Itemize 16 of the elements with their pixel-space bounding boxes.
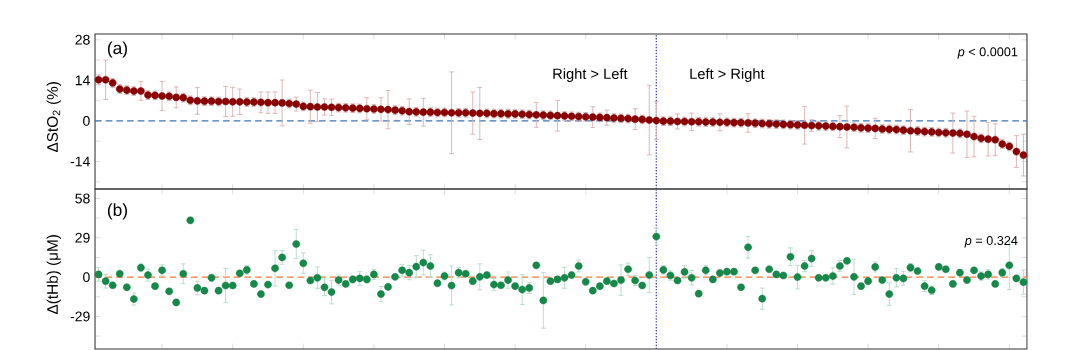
y-tick-label: 28 (75, 34, 90, 45)
annotation: p = 0.324 (964, 236, 1018, 248)
annotation: p < 0.0001 (957, 47, 1018, 59)
annotation: Right > Left (553, 68, 628, 82)
y-tick-label: 29 (75, 232, 90, 243)
annotation: (a) (107, 41, 127, 58)
y-axis-title: Δ(tHb) (μM) (46, 235, 61, 315)
y-tick-label: -29 (70, 311, 90, 322)
y-tick-label: 14 (75, 75, 90, 86)
y-tick-label: -14 (70, 156, 90, 167)
y-tick-label: 58 (75, 193, 90, 204)
annotation: (b) (107, 203, 127, 220)
y-tick-label: 0 (83, 272, 90, 283)
annotation: Left > Right (690, 68, 765, 82)
y-tick-label: 0 (83, 115, 90, 126)
y-axis-title: ΔStO$_{2}$ (%) (46, 82, 61, 153)
